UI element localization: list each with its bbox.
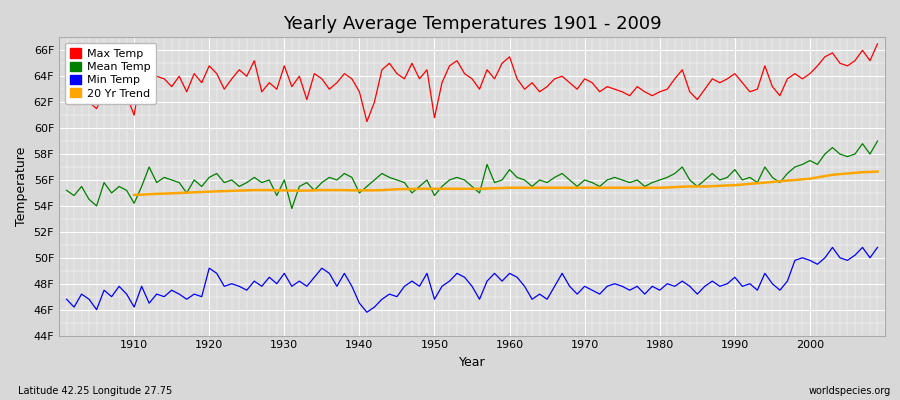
Y-axis label: Temperature: Temperature	[15, 147, 28, 226]
Text: Latitude 42.25 Longitude 27.75: Latitude 42.25 Longitude 27.75	[18, 386, 172, 396]
X-axis label: Year: Year	[459, 356, 485, 369]
Title: Yearly Average Temperatures 1901 - 2009: Yearly Average Temperatures 1901 - 2009	[283, 15, 662, 33]
Legend: Max Temp, Mean Temp, Min Temp, 20 Yr Trend: Max Temp, Mean Temp, Min Temp, 20 Yr Tre…	[65, 43, 156, 104]
Text: worldspecies.org: worldspecies.org	[809, 386, 891, 396]
